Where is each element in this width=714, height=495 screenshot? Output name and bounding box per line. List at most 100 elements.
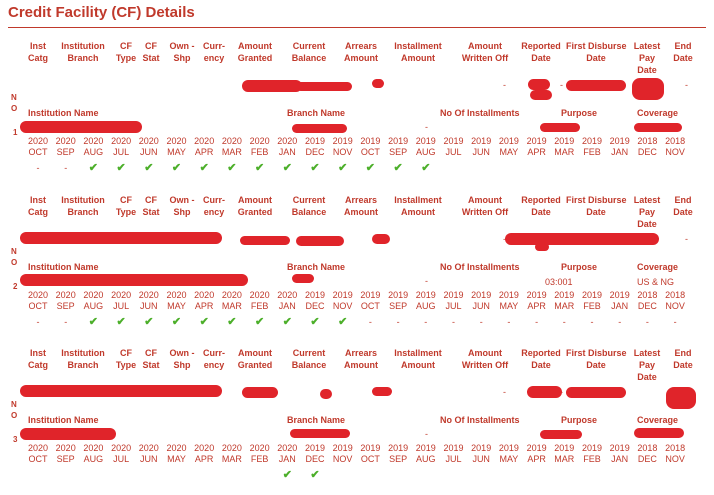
month-cell: 2020 FEB — [249, 443, 270, 464]
column-header: Installment Amount — [394, 41, 442, 63]
check-icon: ✔ — [310, 469, 320, 481]
month-cell: 2019 SEP — [388, 290, 409, 311]
column-header: First Disburse Date — [566, 348, 627, 370]
redaction-mark — [527, 386, 562, 398]
month-cell: 2019 JUL — [443, 443, 464, 464]
institution-name-label: Institution Name — [28, 415, 99, 425]
column-header: Arrears Amount — [344, 195, 378, 217]
check-icon: ✔ — [116, 316, 126, 328]
column-header: CF Type — [115, 41, 137, 63]
status-none: - — [618, 317, 622, 327]
column-header: Institution Branch — [61, 348, 105, 370]
column-header: Amount Granted — [237, 41, 273, 63]
month-cell: 2020 MAY — [166, 290, 187, 311]
redaction-mark — [290, 429, 350, 438]
month-cell: 2019 DEC — [304, 290, 326, 311]
purpose-label: Purpose — [561, 262, 598, 272]
column-header: Latest Pay Date — [633, 41, 661, 75]
month-cell: 2020 JUN — [138, 290, 159, 311]
column-header: First Disburse Date — [566, 41, 627, 63]
status-none: - — [452, 317, 455, 327]
check-icon: ✔ — [171, 162, 182, 174]
column-header: Installment Amount — [394, 348, 442, 370]
month-cell: 2019 AUG — [415, 443, 436, 464]
month-cell: 2020 JAN — [277, 290, 298, 311]
empty-value: - — [425, 276, 428, 286]
column-header: CF Type — [115, 348, 137, 370]
status-none: - — [368, 317, 372, 327]
month-cell: 2020 MAY — [166, 443, 187, 464]
status-none: - — [673, 317, 677, 327]
redaction-mark — [296, 82, 352, 91]
month-cell: 2020 APR — [194, 136, 215, 157]
month-cell: 2019 SEP — [388, 443, 409, 464]
redaction-mark — [20, 385, 222, 397]
empty-value: - — [425, 122, 428, 132]
check-icon: ✔ — [116, 162, 126, 174]
row-number-label: N O — [11, 400, 18, 420]
column-header: Amount Granted — [237, 348, 273, 370]
month-cell: 2019 NOV — [332, 136, 353, 157]
status-none: - — [590, 317, 594, 327]
check-icon: ✔ — [171, 316, 182, 328]
column-header: Inst Catg — [28, 41, 48, 63]
column-header: Own - Shp — [169, 41, 195, 63]
month-cell: 2020 JUN — [138, 443, 159, 464]
check-icon: ✔ — [310, 162, 320, 174]
month-cell: 2018 NOV — [665, 290, 686, 311]
status-none: - — [36, 163, 40, 173]
row-number-label: N O — [11, 247, 18, 267]
month-cell: 2019 JUL — [443, 136, 464, 157]
month-cell: 2020 JUL — [111, 443, 132, 464]
month-cell: 2019 JUN — [471, 290, 492, 311]
redaction-mark — [320, 389, 332, 399]
column-header: Reported Date — [521, 348, 561, 370]
purpose-label: Purpose — [561, 415, 598, 425]
status-none: - — [479, 317, 483, 327]
check-icon: ✔ — [282, 316, 292, 328]
month-cell: 2019 MAR — [554, 443, 575, 464]
redaction-mark — [505, 233, 659, 245]
month-cell: 2020 AUG — [83, 443, 104, 464]
month-cell: 2019 MAY — [498, 136, 519, 157]
redaction-mark — [292, 274, 314, 283]
purpose-label: Purpose — [561, 108, 598, 118]
branch-name-label: Branch Name — [287, 262, 346, 272]
redaction-mark — [240, 236, 290, 245]
month-cell: 2019 MAR — [554, 136, 575, 157]
redaction-mark — [535, 243, 549, 251]
column-header: Curr- ency — [203, 348, 225, 370]
check-icon: ✔ — [282, 162, 292, 174]
month-cell: 2020 JAN — [277, 443, 298, 464]
status-none: - — [396, 317, 400, 327]
month-cell: 2020 JAN — [277, 136, 298, 157]
check-icon: ✔ — [88, 316, 98, 328]
coverage-value: US & NG — [637, 277, 675, 287]
facility-section-1: Inst Catg Institution Branch CF Type CF Sta… — [0, 38, 714, 188]
month-cell: 2019 OCT — [360, 136, 381, 157]
column-header: Amount Written Off — [461, 348, 509, 370]
redaction-mark — [242, 80, 302, 92]
redaction-mark — [20, 232, 222, 244]
redaction-mark — [634, 123, 682, 132]
month-cell: 2019 MAY — [498, 290, 519, 311]
column-header: Amount Written Off — [461, 195, 509, 217]
month-cell: 2019 DEC — [304, 443, 326, 464]
facility-section-2: Inst Catg Institution Branch CF Type CF Sta… — [0, 192, 714, 342]
empty-value: - — [503, 234, 506, 244]
month-cell: 2020 MAR — [221, 290, 242, 311]
month-cell: 2019 JAN — [609, 136, 630, 157]
redaction-mark — [372, 387, 392, 396]
column-header: CF Stat — [142, 195, 160, 217]
column-header: Institution Branch — [61, 41, 105, 63]
month-cell: 2019 NOV — [332, 443, 353, 464]
check-icon: ✔ — [227, 162, 237, 174]
redaction-mark — [666, 387, 696, 409]
no-installments-label: No Of Installments — [440, 262, 520, 272]
month-cell: 2020 MAY — [166, 136, 187, 157]
redaction-mark — [632, 78, 664, 100]
empty-value: - — [503, 387, 506, 397]
check-icon: ✔ — [144, 316, 154, 328]
check-icon: ✔ — [282, 469, 292, 481]
column-header: Own - Shp — [169, 195, 195, 217]
